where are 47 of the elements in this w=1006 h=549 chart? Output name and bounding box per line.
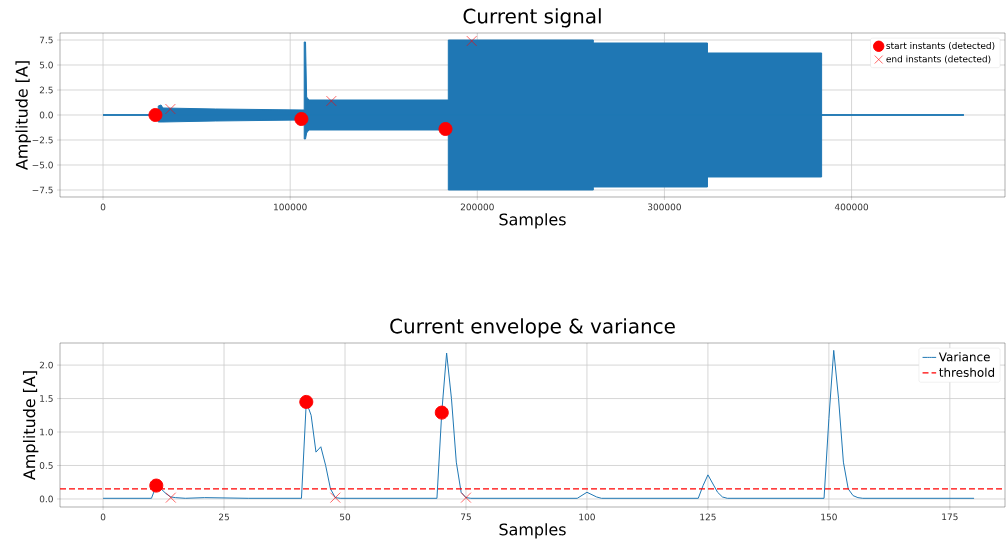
x-tick-label: 0 [100, 203, 106, 211]
y-tick-label: 2.5 [39, 86, 53, 94]
x-tick-label: 150 [821, 513, 837, 521]
point [165, 492, 177, 503]
y-tick-label: 5.0 [39, 61, 53, 69]
x-tick-label: 200000 [460, 203, 494, 211]
y-tick-label: −5.0 [32, 161, 53, 169]
point [299, 394, 314, 409]
legend-label: threshold [939, 367, 995, 377]
x-axis-title: Samples [499, 213, 566, 229]
point [326, 95, 337, 107]
x-tick-label: 300000 [648, 203, 681, 211]
chart-title: Current envelope & variance [390, 318, 675, 338]
x-tick-label: 400000 [834, 203, 869, 211]
y-tick-label: 7.5 [39, 36, 53, 44]
y-tick-label: 1.5 [40, 395, 53, 402]
point [148, 108, 163, 122]
point [330, 492, 341, 503]
point [165, 103, 176, 115]
y-tick-label: −7.5 [32, 186, 53, 194]
x-axis-title: Samples [499, 523, 566, 539]
x-tick-label: 125 [700, 513, 716, 521]
x-tick-label: 100000 [274, 203, 307, 211]
x-tick-label: 50 [339, 513, 351, 521]
point [438, 122, 453, 136]
chart-title: Current signal [463, 8, 601, 28]
y-axis-title: Amplitude [A] [22, 371, 39, 480]
y-tick-label: −2.5 [32, 136, 53, 144]
point [149, 478, 164, 493]
legend-label: end instants (detected) [886, 55, 991, 64]
point [294, 112, 309, 126]
y-tick-label: 2.0 [39, 361, 53, 369]
x-tick-label: 100 [579, 513, 595, 521]
x-tick-label: 175 [942, 513, 958, 521]
point [466, 35, 477, 47]
x-tick-label: 0 [100, 513, 106, 521]
point [460, 492, 472, 503]
y-tick-label: 0.0 [39, 111, 53, 119]
x-tick-label: 75 [461, 513, 471, 521]
y-tick-label: 0.5 [39, 462, 53, 469]
x-tick-label: 25 [218, 513, 229, 521]
y-tick-label: 1.0 [40, 428, 53, 436]
point [434, 405, 449, 420]
y-tick-label: 0.0 [39, 495, 53, 503]
legend-label: start instants (detected) [886, 42, 995, 51]
y-axis-title: Amplitude [A] [15, 61, 31, 170]
legend-label: Variance [938, 352, 990, 362]
